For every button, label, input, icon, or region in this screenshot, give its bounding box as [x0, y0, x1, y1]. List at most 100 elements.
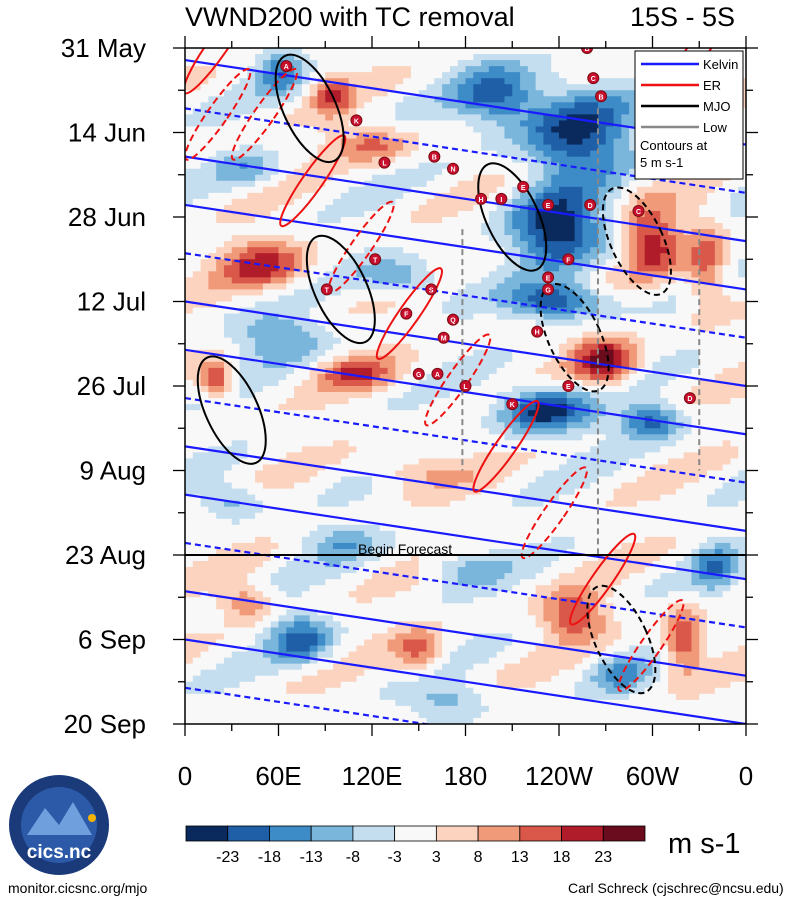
- field-cell: [340, 416, 350, 423]
- field-cell: [597, 180, 607, 188]
- field-cell: [496, 416, 506, 423]
- field-cell: [278, 162, 287, 170]
- field-cell: [488, 210, 498, 218]
- field-cell: [590, 434, 599, 441]
- field-cell: [309, 138, 319, 146]
- field-cell: [317, 253, 326, 260]
- field-cell: [270, 295, 280, 303]
- field-cell: [325, 379, 334, 387]
- field-cell: [582, 247, 591, 254]
- field-cell: [465, 422, 474, 429]
- field-cell: [707, 313, 716, 321]
- field-cell: [512, 410, 521, 417]
- field-cell: [262, 66, 272, 73]
- field-cell: [426, 313, 435, 321]
- field-cell: [372, 144, 381, 152]
- field-cell: [223, 265, 233, 272]
- field-cell: [449, 367, 459, 375]
- field-cell: [566, 331, 576, 339]
- field-cell: [699, 373, 708, 381]
- field-cell: [722, 223, 732, 230]
- field-cell: [426, 410, 435, 417]
- field-cell: [714, 355, 724, 363]
- field-cell: [481, 156, 490, 164]
- field-cell: [286, 78, 295, 85]
- field-cell: [714, 386, 724, 393]
- field-cell: [621, 60, 630, 67]
- field-cell: [262, 217, 272, 224]
- field-cell: [185, 223, 194, 230]
- field-cell: [348, 180, 358, 188]
- field-cell: [356, 283, 365, 291]
- field-cell: [730, 295, 739, 303]
- field-cell: [356, 313, 365, 321]
- field-cell: [636, 259, 646, 266]
- field-cell: [442, 283, 451, 291]
- field-cell: [675, 295, 685, 303]
- field-cell: [333, 295, 342, 303]
- field-cell: [208, 313, 217, 321]
- field-cell: [621, 210, 630, 218]
- field-cell: [675, 217, 685, 224]
- field-cell: [504, 301, 513, 309]
- field-cell: [379, 150, 389, 158]
- field-cell: [473, 319, 482, 327]
- field-cell: [551, 174, 560, 182]
- field-cell: [668, 379, 677, 387]
- field-cell: [699, 198, 708, 206]
- field-cell: [208, 283, 217, 291]
- field-cell: [496, 271, 506, 278]
- field-cell: [379, 204, 389, 212]
- field-cell: [317, 331, 326, 339]
- field-cell: [512, 313, 521, 321]
- field-cell: [722, 210, 732, 218]
- field-cell: [231, 331, 241, 339]
- field-cell: [247, 78, 256, 85]
- field-cell: [418, 192, 428, 200]
- field-cell: [543, 174, 552, 182]
- field-cell: [714, 259, 724, 266]
- field-cell: [262, 138, 272, 146]
- field-cell: [387, 367, 396, 375]
- field-cell: [527, 289, 537, 297]
- field-cell: [442, 174, 451, 182]
- field-cell: [317, 289, 326, 297]
- field-cell: [372, 235, 381, 242]
- field-cell: [294, 156, 303, 164]
- field-cell: [457, 373, 467, 381]
- field-cell: [582, 144, 591, 152]
- field-cell: [325, 180, 334, 188]
- field-cell: [481, 210, 490, 218]
- field-cell: [270, 247, 280, 254]
- field-cell: [473, 120, 482, 128]
- field-cell: [333, 150, 342, 158]
- field-cell: [488, 386, 498, 393]
- field-cell: [527, 259, 537, 266]
- field-cell: [613, 114, 622, 122]
- field-cell: [668, 422, 677, 429]
- field-cell: [582, 180, 591, 188]
- field-cell: [481, 416, 490, 423]
- field-cell: [426, 180, 435, 188]
- field-cell: [488, 349, 498, 357]
- field-cell: [449, 416, 459, 423]
- field-cell: [379, 313, 389, 321]
- field-cell: [270, 265, 280, 272]
- field-cell: [597, 66, 607, 73]
- field-cell: [317, 48, 326, 55]
- field-cell: [333, 440, 342, 447]
- field-cell: [278, 367, 287, 375]
- field-cell: [216, 313, 225, 321]
- field-cell: [216, 349, 225, 357]
- field-cell: [247, 325, 256, 333]
- field-cell: [442, 404, 451, 411]
- field-cell: [574, 54, 583, 61]
- field-cell: [488, 126, 498, 134]
- field-cell: [527, 331, 537, 339]
- field-cell: [707, 241, 716, 248]
- field-cell: [652, 386, 661, 393]
- field-cell: [551, 204, 560, 212]
- field-cell: [270, 392, 280, 399]
- field-cell: [286, 96, 295, 103]
- field-cell: [223, 277, 233, 284]
